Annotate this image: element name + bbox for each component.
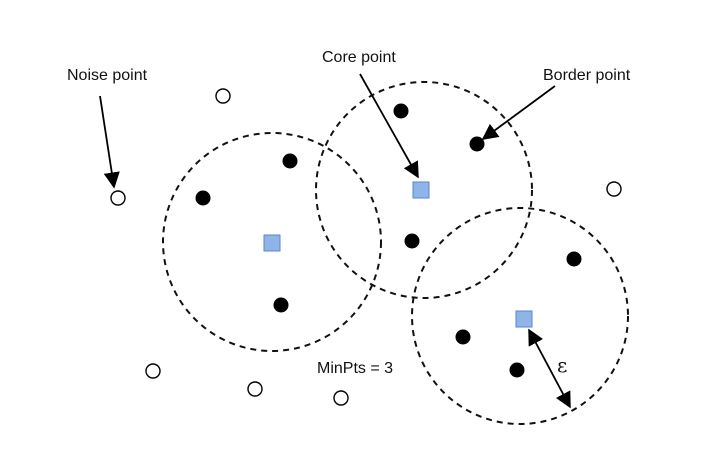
point — [282, 153, 298, 169]
point — [393, 103, 409, 119]
noise-point — [333, 390, 349, 406]
border-point-arrow — [481, 85, 556, 140]
point — [404, 233, 420, 249]
noise-point — [145, 363, 161, 379]
point — [566, 251, 582, 267]
point — [195, 190, 211, 206]
core-point-label: Core point — [322, 49, 396, 66]
point — [509, 362, 525, 378]
neighborhood-circle-top — [315, 81, 533, 299]
minpts-label: MinPts = 3 — [317, 360, 393, 377]
core-point-right — [515, 310, 533, 328]
point — [273, 297, 289, 313]
neighborhood-circle-bottom-right — [411, 207, 629, 425]
border-point-label: Border point — [543, 67, 631, 84]
neighborhood-circle-left — [162, 132, 382, 352]
core-point-center — [412, 181, 430, 199]
noise-point — [110, 190, 126, 206]
epsilon-label: ε — [557, 353, 567, 377]
noise-point-arrow — [99, 95, 120, 189]
noise-point — [247, 381, 263, 397]
core-point-arrow — [359, 73, 419, 179]
noise-point — [215, 88, 231, 104]
core-point-left — [263, 234, 281, 252]
noise-point-label: Noise point — [67, 67, 148, 84]
noise-point — [606, 181, 622, 197]
epsilon-radius-arrow — [528, 328, 571, 409]
border-point — [469, 136, 485, 152]
point — [455, 329, 471, 345]
